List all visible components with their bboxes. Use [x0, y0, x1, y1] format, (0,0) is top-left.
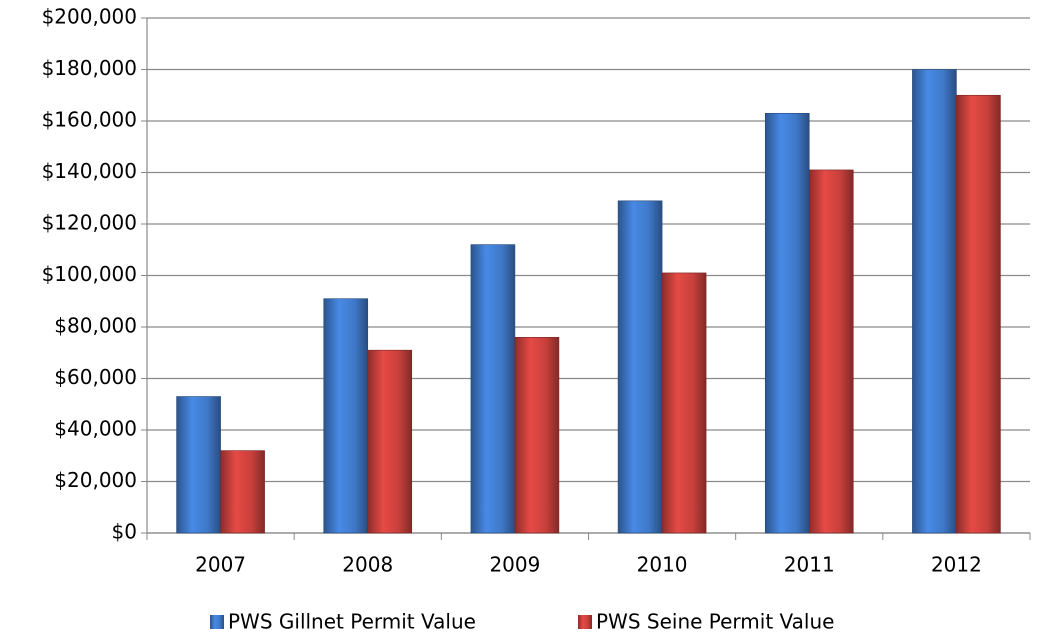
- x-tick-label: 2008: [342, 553, 393, 577]
- y-tick-label: $160,000: [42, 108, 137, 132]
- y-tick-label: $80,000: [54, 314, 137, 338]
- bar: [617, 200, 663, 534]
- y-tick-label: $200,000: [42, 5, 137, 29]
- bar: [808, 169, 854, 534]
- y-tick-label: $0: [112, 520, 137, 544]
- bar: [470, 244, 516, 534]
- bar: [367, 349, 413, 534]
- bar: [661, 272, 707, 534]
- legend-label: PWS Gillnet Permit Value: [228, 610, 476, 634]
- legend-label: PWS Seine Permit Value: [596, 610, 834, 634]
- bar: [912, 69, 957, 534]
- y-tick-label: $120,000: [42, 211, 137, 235]
- y-tick-label: $20,000: [54, 468, 137, 492]
- bar: [764, 112, 810, 534]
- x-tick-label: 2010: [637, 553, 688, 577]
- bar: [956, 94, 1001, 534]
- legend-swatch: [578, 615, 592, 629]
- y-tick-label: $180,000: [42, 56, 137, 80]
- x-tick-label: 2012: [931, 553, 982, 577]
- x-tick-label: 2011: [784, 553, 835, 577]
- bar: [323, 298, 369, 534]
- x-tick-label: 2009: [489, 553, 540, 577]
- y-tick-label: $140,000: [42, 159, 137, 183]
- y-tick-label: $40,000: [54, 417, 137, 441]
- bar: [220, 450, 265, 534]
- x-tick-label: 2007: [195, 553, 246, 577]
- y-tick-label: $100,000: [42, 262, 137, 286]
- legend-swatch: [210, 615, 224, 629]
- bar: [176, 396, 221, 534]
- bar: [514, 336, 560, 534]
- y-tick-label: $60,000: [54, 365, 137, 389]
